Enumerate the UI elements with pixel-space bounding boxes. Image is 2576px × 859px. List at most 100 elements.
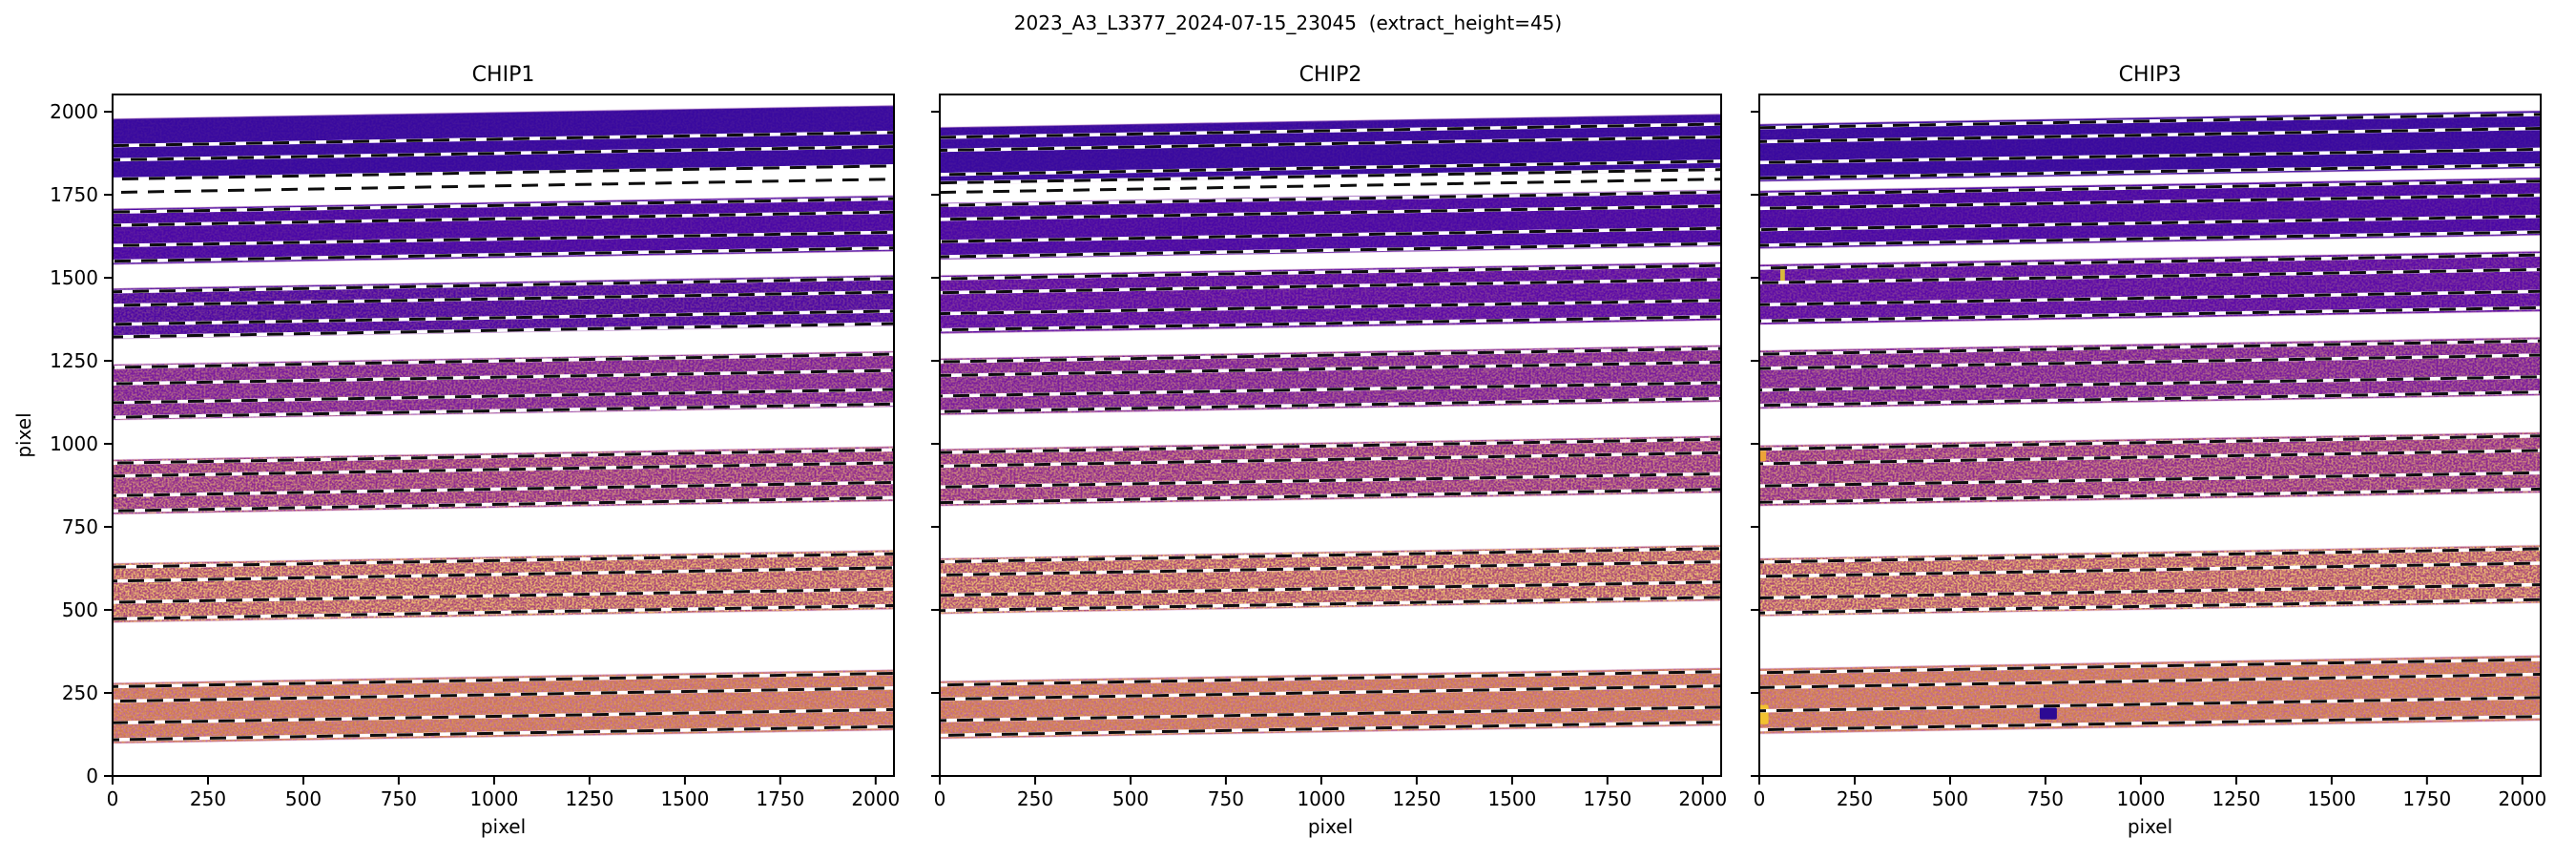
x-tick-label: 2000 [851, 787, 900, 810]
noise-speckle-overlay [940, 114, 1721, 184]
noise-speckle-overlay [113, 195, 894, 265]
noise-speckle-overlay [1759, 545, 2541, 617]
x-tick-label: 1250 [565, 787, 613, 810]
axes-frame [1758, 94, 2542, 777]
trace-line [940, 596, 1721, 613]
trace-line [940, 396, 1721, 413]
trace-line [940, 136, 1721, 152]
x-tick-label: 1000 [469, 787, 518, 810]
noise-speckle-overlay [1759, 111, 2541, 182]
trace-line [113, 197, 894, 214]
y-tick-label: 1500 [50, 266, 98, 289]
noise-speckle-overlay [113, 275, 894, 340]
x-tick-label: 1750 [756, 787, 804, 810]
trace-line [940, 159, 1721, 177]
y-tick-label: 250 [62, 681, 98, 704]
trace-line [113, 604, 894, 620]
noise-speckle-overlay [940, 667, 1721, 739]
trace-line [1759, 193, 2541, 210]
trace-line [1759, 339, 2541, 356]
trace-line [1759, 715, 2541, 732]
cosmic-ray-streak [1780, 265, 1785, 283]
trace-line [940, 488, 1721, 505]
noise-speckle-overlay [113, 550, 894, 623]
x-tick-label: 1500 [2307, 787, 2356, 810]
x-tick-label: 1500 [660, 787, 709, 810]
panel-title: CHIP2 [1299, 63, 1362, 87]
x-tick-label: 2000 [2498, 787, 2546, 810]
trace-line [113, 448, 894, 465]
trace-line [113, 352, 894, 369]
trace-line [113, 230, 894, 247]
trace-line [1759, 230, 2541, 247]
trace-line [1759, 147, 2541, 164]
trace-line [1759, 305, 2541, 323]
trace-line [113, 566, 894, 583]
trace-line [940, 278, 1721, 295]
x-tick-label: 750 [2027, 787, 2064, 810]
x-axis-label: pixel [1308, 815, 1353, 838]
y-tick-label: 2000 [50, 100, 98, 123]
trace-line [940, 361, 1721, 377]
noise-speckle-overlay [940, 345, 1721, 415]
trace-line [1759, 253, 2541, 270]
noise-speckle-overlay [113, 669, 894, 744]
y-tick-label: 1000 [50, 432, 98, 455]
trace-line [1759, 487, 2541, 504]
noise-speckle-overlay [940, 262, 1721, 334]
trace-line [940, 450, 1721, 468]
x-tick-label: 750 [381, 787, 417, 810]
trace-line [113, 309, 894, 326]
trace-line [1759, 561, 2541, 578]
x-tick-label: 1750 [1583, 787, 1631, 810]
trace-line [113, 724, 894, 742]
noise-speckle-overlay [113, 351, 894, 420]
trace-line [113, 388, 894, 405]
trace-line [113, 164, 894, 181]
trace-line [940, 299, 1721, 316]
trace-line [1759, 375, 2541, 392]
x-tick-label: 750 [1208, 787, 1244, 810]
noise-speckle-overlay [940, 435, 1721, 507]
trace-line [940, 346, 1721, 364]
noise-speckle-overlay [1759, 251, 2541, 325]
trace-line [940, 560, 1721, 576]
x-tick-label: 500 [1932, 787, 1968, 810]
x-tick-label: 500 [285, 787, 322, 810]
hot-column-streak [1759, 704, 1769, 724]
trace-line [940, 580, 1721, 597]
trace-line [113, 587, 894, 604]
trace-line [113, 277, 894, 294]
trace-line [940, 178, 1721, 195]
trace-line [940, 168, 1721, 185]
trace-line [1759, 434, 2541, 451]
noise-speckle-overlay [1759, 431, 2541, 507]
noise-speckle-overlay [113, 105, 894, 180]
trace-line [1759, 547, 2541, 564]
trace-line [1759, 597, 2541, 615]
y-axis-label: pixel [12, 412, 35, 457]
trace-line [113, 461, 894, 478]
trace-line [940, 241, 1721, 259]
x-tick-label: 0 [107, 787, 119, 810]
trace-line [1759, 673, 2541, 689]
trace-line [1759, 127, 2541, 143]
trace-line [1759, 267, 2541, 284]
trace-line [113, 246, 894, 263]
trace-line [113, 552, 894, 569]
trace-line [113, 131, 894, 148]
trace-line [1759, 215, 2541, 232]
trace-line [940, 204, 1721, 221]
trace-line [940, 226, 1721, 243]
trace-line [1759, 113, 2541, 130]
trace-line [1759, 179, 2541, 197]
trace-line [1759, 390, 2541, 408]
trace-line [940, 471, 1721, 489]
noise-speckle-overlay [940, 545, 1721, 615]
trace-line [113, 322, 894, 339]
noise-speckle-overlay [1759, 337, 2541, 409]
trace-line [113, 290, 894, 307]
y-tick-label: 1750 [50, 183, 98, 206]
x-tick-label: 500 [1112, 787, 1149, 810]
